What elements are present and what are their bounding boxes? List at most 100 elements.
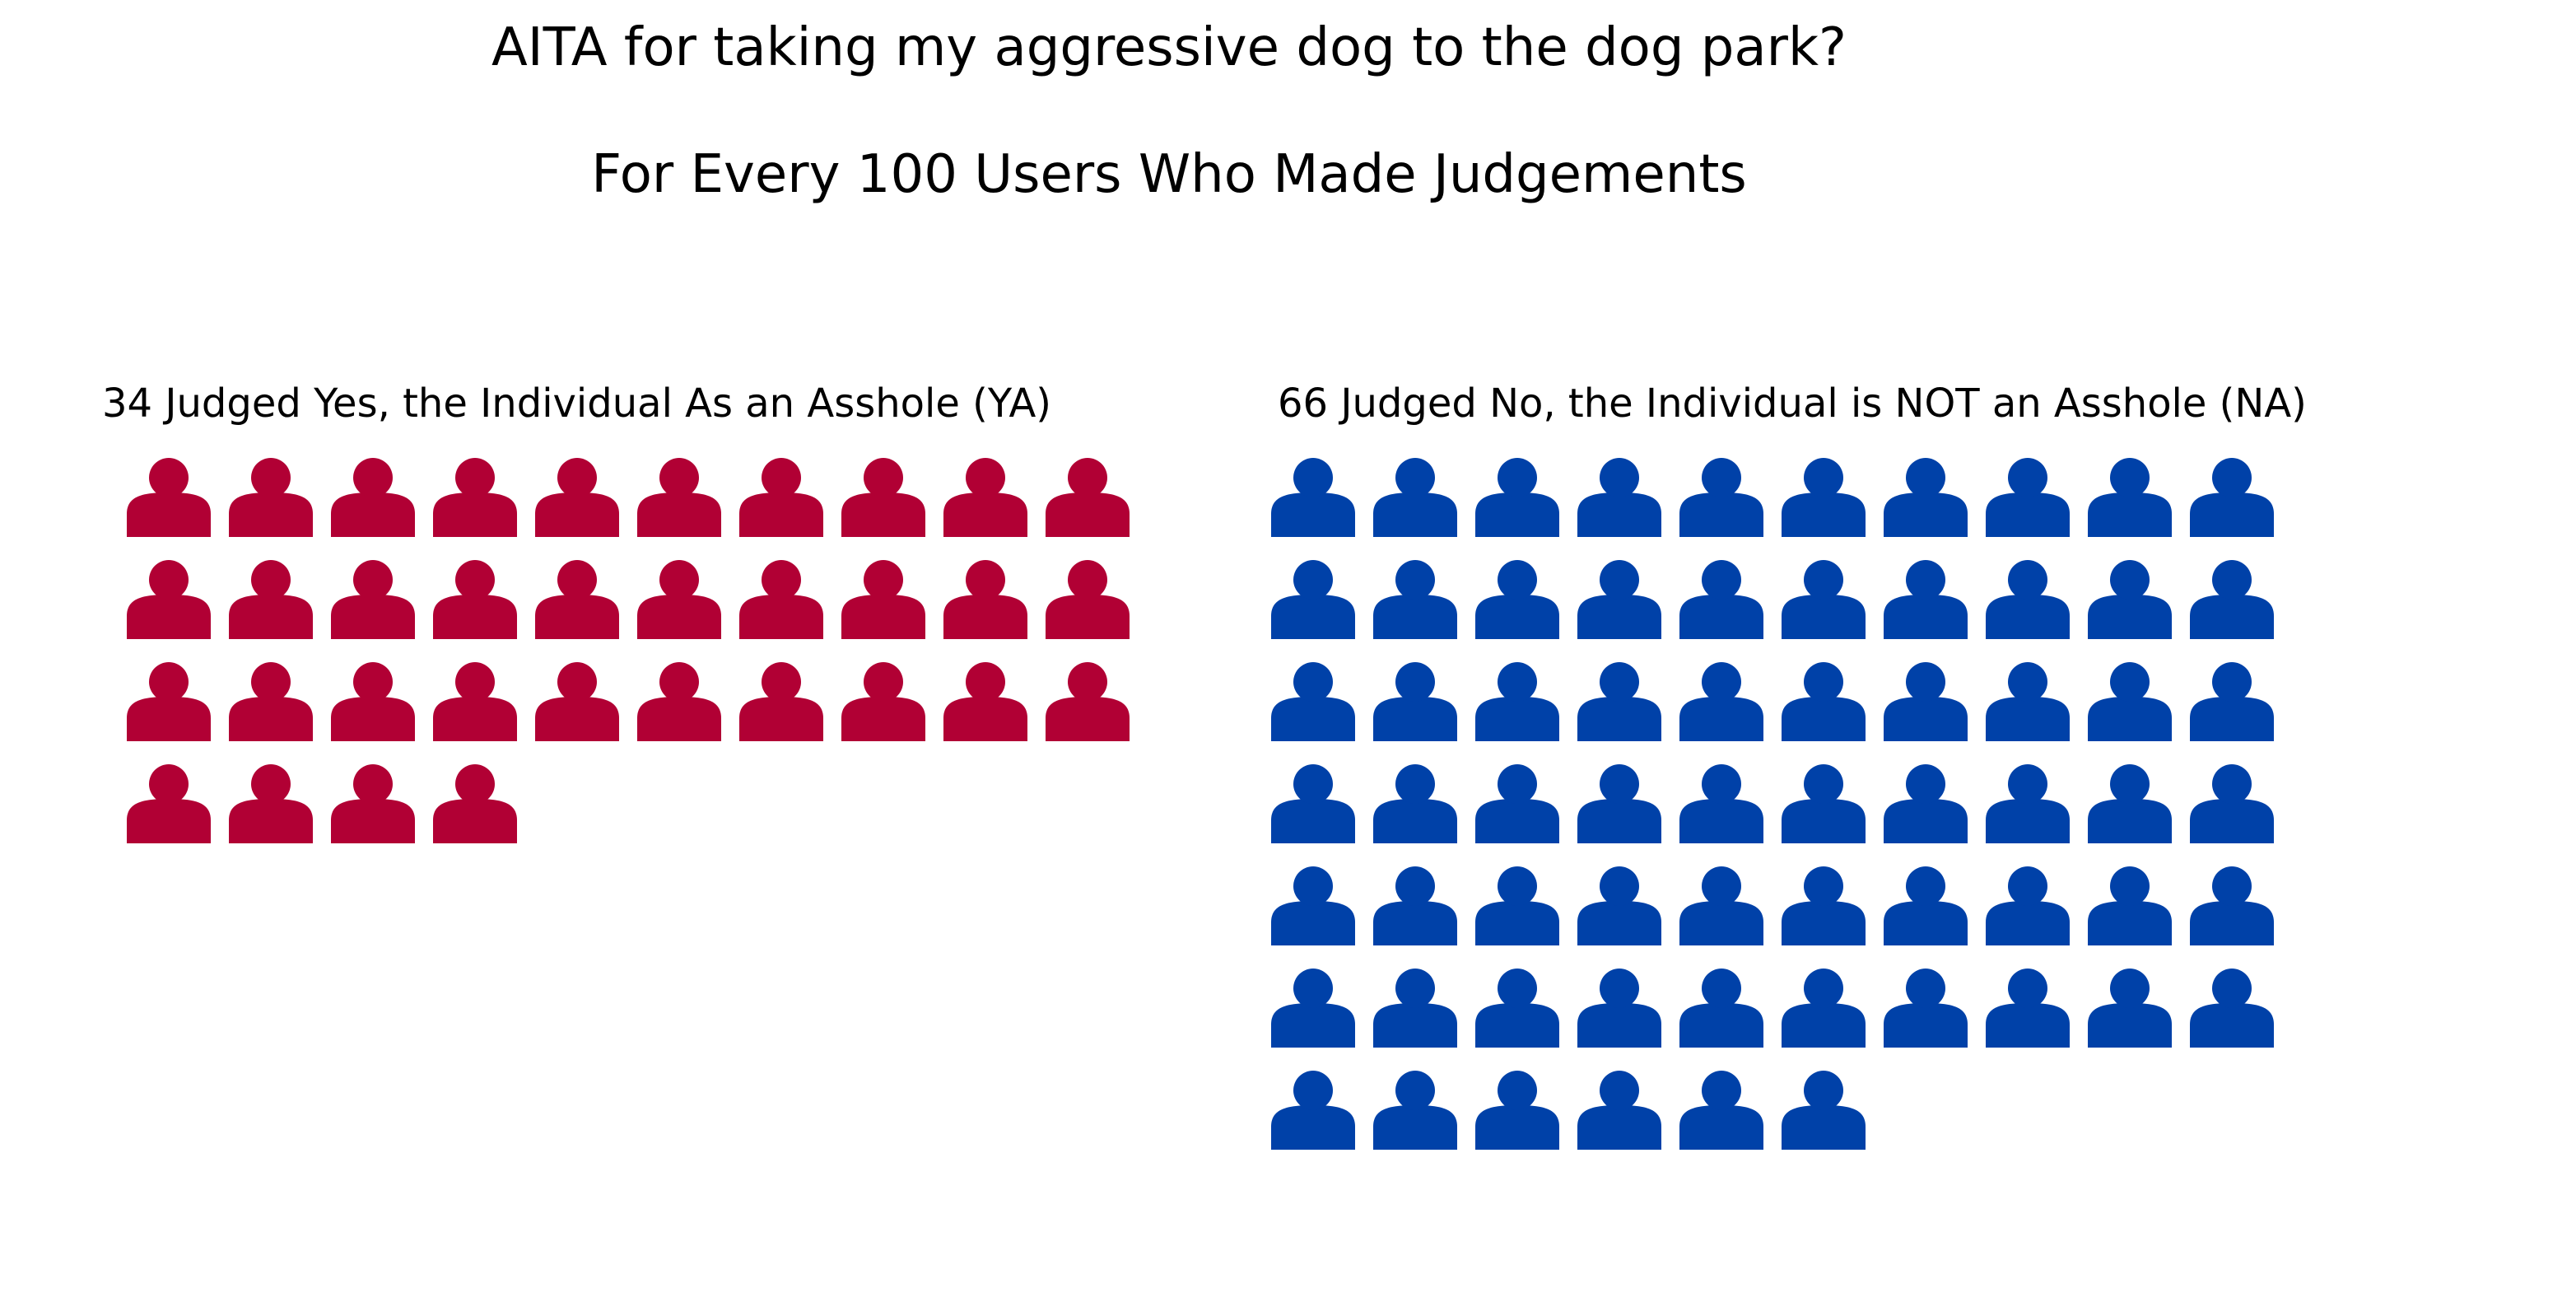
person-icon (229, 764, 313, 843)
person-icon (1679, 1071, 1763, 1150)
person-icon (1986, 969, 2070, 1048)
person-icon (127, 560, 211, 639)
person-icon (1373, 764, 1457, 843)
person-icon (1782, 662, 1866, 741)
person-icon (637, 560, 721, 639)
person-icon (1884, 458, 1968, 537)
person-icon (1577, 764, 1661, 843)
person-icon (2088, 458, 2172, 537)
person-icon (1475, 560, 1559, 639)
person-icon (1475, 764, 1559, 843)
person-icon (1782, 560, 1866, 639)
person-icon (1046, 560, 1130, 639)
person-icon (1577, 560, 1661, 639)
person-icon (535, 560, 619, 639)
person-icon (943, 662, 1027, 741)
person-icon (1373, 458, 1457, 537)
person-icon (127, 764, 211, 843)
person-icon (739, 560, 823, 639)
person-icon (1577, 458, 1661, 537)
person-icon (1475, 662, 1559, 741)
person-icon (2088, 969, 2172, 1048)
person-icon (1884, 969, 1968, 1048)
person-icon (739, 458, 823, 537)
person-icon (1679, 866, 1763, 945)
person-icon (1986, 866, 2070, 945)
person-icon (331, 764, 415, 843)
person-icon (1271, 560, 1355, 639)
person-icon (2190, 866, 2274, 945)
person-icon (943, 560, 1027, 639)
person-icon (1884, 764, 1968, 843)
person-icon (1679, 764, 1763, 843)
person-icon (1373, 662, 1457, 741)
person-icon (1782, 969, 1866, 1048)
person-icon (1679, 662, 1763, 741)
person-icon (1271, 662, 1355, 741)
person-icon (943, 458, 1027, 537)
panel-na-icons (1271, 458, 2274, 1150)
person-icon (1271, 458, 1355, 537)
chart-subtitle: For Every 100 Users Who Made Judgements (591, 144, 1747, 205)
person-icon (1271, 969, 1355, 1048)
person-icon (1782, 1071, 1866, 1150)
person-icon (1373, 560, 1457, 639)
person-icon (127, 662, 211, 741)
person-icon (1577, 866, 1661, 945)
person-icon (1046, 458, 1130, 537)
person-icon (2088, 560, 2172, 639)
person-icon (1475, 866, 1559, 945)
person-icon (1373, 969, 1457, 1048)
person-icon (1373, 866, 1457, 945)
person-icon (1986, 764, 2070, 843)
person-icon (2088, 764, 2172, 843)
person-icon (331, 458, 415, 537)
person-icon (2088, 662, 2172, 741)
panel-label-na: 66 Judged No, the Individual is NOT an A… (1278, 380, 2307, 427)
person-icon (433, 662, 517, 741)
chart-title: AITA for taking my aggressive dog to the… (491, 17, 1847, 78)
person-icon (1271, 1071, 1355, 1150)
person-icon (1679, 560, 1763, 639)
person-icon (433, 764, 517, 843)
person-icon (331, 560, 415, 639)
person-icon (1782, 764, 1866, 843)
person-icon (637, 662, 721, 741)
person-icon (1986, 560, 2070, 639)
person-icon (739, 662, 823, 741)
person-icon (1046, 662, 1130, 741)
person-icon (1679, 458, 1763, 537)
person-icon (1884, 866, 1968, 945)
person-icon (637, 458, 721, 537)
person-icon (841, 458, 925, 537)
person-icon (331, 662, 415, 741)
person-icon (841, 662, 925, 741)
person-icon (1884, 560, 1968, 639)
person-icon (1679, 969, 1763, 1048)
person-icon (2088, 866, 2172, 945)
person-icon (2190, 662, 2274, 741)
person-icon (229, 458, 313, 537)
person-icon (433, 458, 517, 537)
person-icon (535, 458, 619, 537)
person-icon (1577, 662, 1661, 741)
person-icon (1986, 662, 2070, 741)
person-icon (1271, 866, 1355, 945)
person-icon (229, 662, 313, 741)
person-icon (1577, 969, 1661, 1048)
person-icon (1986, 458, 2070, 537)
person-icon (127, 458, 211, 537)
person-icon (1373, 1071, 1457, 1150)
person-icon (1782, 866, 1866, 945)
person-icon (433, 560, 517, 639)
person-icon (1475, 969, 1559, 1048)
person-icon (1271, 764, 1355, 843)
person-icon (2190, 458, 2274, 537)
person-icon (2190, 764, 2274, 843)
person-icon (1475, 458, 1559, 537)
person-icon (2190, 969, 2274, 1048)
person-icon (535, 662, 619, 741)
panel-ya-icons (127, 458, 1130, 843)
person-icon (1782, 458, 1866, 537)
